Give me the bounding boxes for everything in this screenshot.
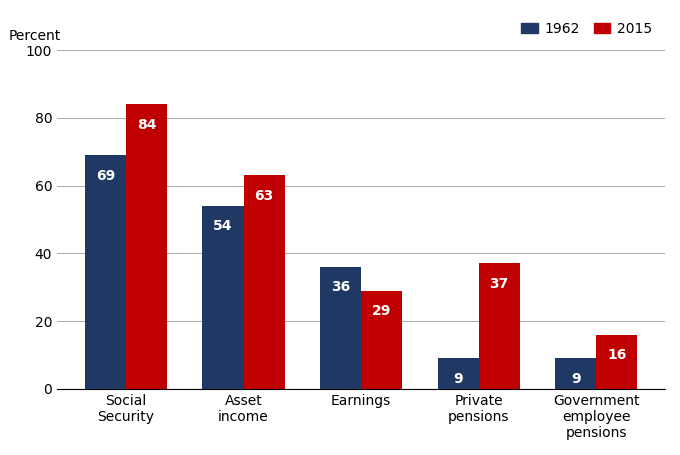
Bar [243, 175, 285, 389]
Text: 54: 54 [214, 219, 233, 233]
Text: 37: 37 [490, 277, 509, 291]
Text: 16: 16 [607, 348, 626, 362]
Text: 9: 9 [571, 372, 581, 386]
Text: 69: 69 [96, 169, 115, 182]
Legend: 1962, 2015: 1962, 2015 [515, 16, 658, 41]
Text: 9: 9 [454, 372, 463, 386]
Bar [479, 263, 520, 389]
Bar [126, 104, 167, 389]
Bar [596, 334, 637, 389]
Bar [320, 267, 361, 389]
Text: 36: 36 [331, 280, 350, 294]
Bar [555, 358, 596, 389]
Bar [203, 206, 243, 389]
Bar [437, 358, 479, 389]
Text: 29: 29 [372, 304, 392, 318]
Bar [361, 291, 403, 389]
Bar [85, 155, 126, 389]
Y-axis label: Percent: Percent [9, 29, 61, 43]
Text: 84: 84 [137, 118, 156, 132]
Text: 63: 63 [254, 189, 274, 203]
